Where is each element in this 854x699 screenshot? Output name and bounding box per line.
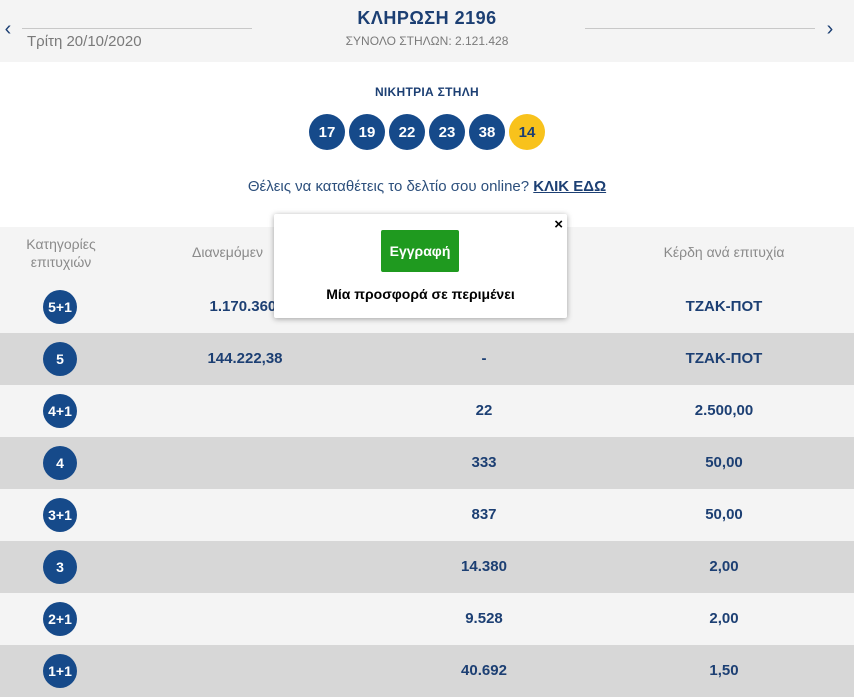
draw-date: Τρίτη 20/10/2020 (27, 33, 142, 50)
joker-ball: 14 (509, 114, 545, 150)
table-row: 3 14.380 2,00 (0, 541, 854, 593)
table-row: 4 333 50,00 (0, 437, 854, 489)
category-badge: 5 (43, 342, 77, 376)
total-columns: ΣΥΝΟΛΟ ΣΤΗΛΩΝ: 2.121.428 (345, 34, 509, 48)
category-badge: 2+1 (43, 602, 77, 636)
prize-cell: 50,00 (705, 506, 743, 523)
offer-popup: × Εγγραφή Μία προσφορά σε περιμένει (274, 214, 567, 318)
table-row: 1+1 40.692 1,50 (0, 645, 854, 697)
number-ball: 17 (309, 114, 345, 150)
category-badge: 1+1 (43, 654, 77, 688)
prize-cell: 1,50 (709, 662, 739, 679)
winners-cell: 9.528 (465, 610, 503, 627)
offer-text: Μία προσφορά σε περιμένει (326, 286, 515, 302)
chevron-left-icon[interactable]: ‹ (4, 18, 12, 40)
number-ball: 38 (469, 114, 505, 150)
online-prompt: Θέλεις να καταθέτεις το δελτίο σου onlin… (0, 178, 854, 195)
category-badge: 3+1 (43, 498, 77, 532)
winners-cell: 14.380 (461, 558, 507, 575)
divider (22, 28, 252, 29)
click-here-link[interactable]: ΚΛΙΚ ΕΔΩ (533, 178, 607, 195)
distributed-cell: 144.222,38 (207, 350, 283, 367)
header-per-win: Κέρδη ανά επιτυχία (663, 244, 785, 260)
table-row: 3+1 837 50,00 (0, 489, 854, 541)
register-button[interactable]: Εγγραφή (381, 230, 459, 272)
number-ball: 23 (429, 114, 465, 150)
category-badge: 4 (43, 446, 77, 480)
header-categories: Κατηγορίες επιτυχιών (26, 236, 96, 270)
prize-cell: 2,00 (709, 610, 739, 627)
prize-cell: 2.500,00 (694, 402, 754, 419)
online-prompt-text: Θέλεις να καταθέτεις το δελτίο σου onlin… (247, 178, 530, 195)
prize-cell: ΤΖΑΚ-ΠΟΤ (685, 350, 763, 367)
winning-numbers: 17 19 22 23 38 14 (0, 114, 854, 150)
category-badge: 3 (43, 550, 77, 584)
category-badge: 5+1 (43, 290, 77, 324)
table-row: 4+1 22 2.500,00 (0, 385, 854, 437)
number-ball: 22 (389, 114, 425, 150)
prize-cell: 50,00 (705, 454, 743, 471)
draw-title: ΚΛΗΡΩΣΗ 2196 (357, 8, 497, 28)
winners-cell: 333 (471, 454, 497, 471)
chevron-right-icon[interactable]: › (826, 18, 834, 40)
table-row: 2+1 9.528 2,00 (0, 593, 854, 645)
winners-cell: 22 (475, 402, 493, 419)
winning-column-label: ΝΙΚΗΤΡΙΑ ΣΤΗΛΗ (374, 85, 480, 99)
number-ball: 19 (349, 114, 385, 150)
divider (585, 28, 815, 29)
prize-cell: ΤΖΑΚ-ΠΟΤ (685, 298, 763, 315)
header-distributed: Διανεμόμεν (192, 244, 263, 260)
winners-cell: 837 (471, 506, 497, 523)
category-badge: 4+1 (43, 394, 77, 428)
close-icon[interactable]: × (554, 216, 563, 233)
draw-header: ‹ Τρίτη 20/10/2020 ΚΛΗΡΩΣΗ 2196 ΣΥΝΟΛΟ Σ… (0, 0, 854, 62)
prize-cell: 2,00 (709, 558, 739, 575)
distributed-cell: 1.170.360, (209, 298, 281, 315)
winners-cell: - (481, 350, 487, 367)
winners-cell: 40.692 (461, 662, 507, 679)
table-row: 5 144.222,38 - ΤΖΑΚ-ΠΟΤ (0, 333, 854, 385)
